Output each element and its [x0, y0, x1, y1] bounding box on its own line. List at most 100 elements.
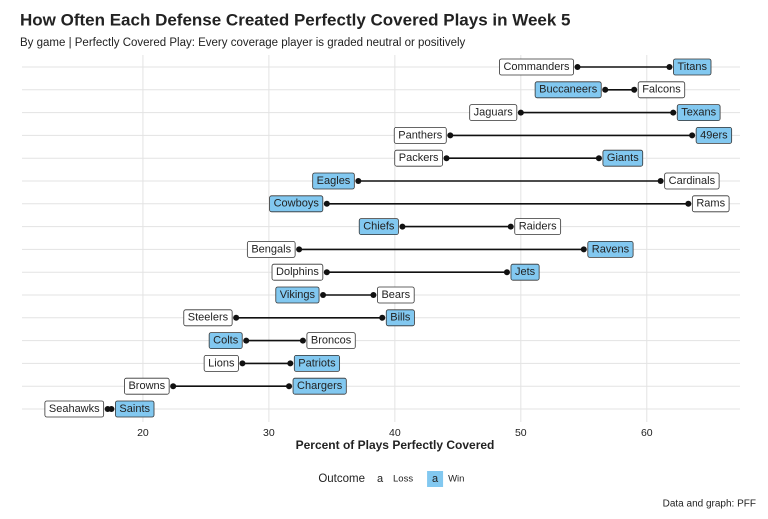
- legend-key-text: a: [377, 473, 384, 485]
- loss-label: Raiders: [519, 221, 557, 233]
- dot: [320, 292, 327, 298]
- win-label: Ravens: [592, 243, 630, 255]
- win-label: Bills: [390, 312, 411, 324]
- dot: [517, 109, 524, 116]
- x-axis-label: Percent of Plays Perfectly Covered: [296, 438, 495, 452]
- label-box: [637, 81, 686, 99]
- label-box: [676, 104, 721, 121]
- dot: [447, 132, 454, 139]
- dot: [631, 86, 638, 93]
- label-box: [393, 127, 447, 144]
- label-box: [673, 58, 712, 76]
- label-box: [183, 309, 233, 327]
- dot: [286, 383, 293, 390]
- win-label: Cowboys: [274, 198, 320, 210]
- dot: [689, 132, 696, 139]
- dot: [355, 178, 362, 184]
- win-label: Giants: [607, 152, 639, 164]
- loss-label: Cardinals: [669, 175, 716, 187]
- dot: [685, 200, 692, 207]
- caption: Data and graph: PFF: [663, 499, 756, 510]
- label-box: [271, 263, 324, 281]
- legend-key: [372, 471, 388, 487]
- x-tick-label: 60: [641, 427, 653, 439]
- dot: [670, 109, 677, 116]
- loss-label: Panthers: [398, 129, 443, 141]
- win-label: Buccaneers: [539, 84, 598, 96]
- dot: [323, 200, 330, 207]
- loss-label: Lions: [208, 357, 235, 369]
- label-box: [691, 195, 730, 213]
- loss-label: Browns: [128, 380, 165, 392]
- label-box: [208, 332, 243, 350]
- dot: [379, 314, 386, 321]
- x-tick-label: 40: [389, 427, 401, 439]
- dot: [443, 155, 450, 162]
- label-box: [377, 286, 415, 304]
- loss-label: Falcons: [642, 84, 681, 96]
- x-tick-label: 50: [515, 427, 527, 439]
- loss-label: Rams: [696, 198, 725, 210]
- label-box: [510, 263, 540, 281]
- win-label: Texans: [681, 107, 716, 119]
- label-box: [312, 172, 355, 190]
- loss-label: Dolphins: [276, 266, 319, 278]
- label-box: [292, 377, 347, 395]
- dot: [507, 223, 514, 230]
- label-box: [602, 149, 644, 167]
- x-tick-label: 30: [263, 427, 275, 439]
- win-label: Saints: [119, 403, 150, 415]
- legend-label: Loss: [393, 474, 413, 485]
- win-label: Chargers: [297, 380, 343, 392]
- loss-label: Bengals: [251, 243, 291, 255]
- label-box: [514, 218, 562, 236]
- dot: [239, 360, 246, 367]
- win-label: Chiefs: [363, 221, 395, 233]
- dot: [666, 64, 673, 70]
- dot: [287, 360, 294, 367]
- dot: [595, 155, 602, 162]
- win-label: 49ers: [700, 129, 728, 141]
- dot: [299, 337, 306, 344]
- dot: [574, 64, 581, 70]
- loss-label: Bears: [381, 289, 410, 301]
- dot: [580, 246, 587, 253]
- win-label: Titans: [677, 61, 707, 73]
- chart-subtitle: By game | Perfectly Covered Play: Every …: [20, 37, 466, 49]
- legend-key: [427, 471, 444, 487]
- dot: [370, 292, 377, 298]
- dot: [233, 314, 240, 321]
- dot: [296, 246, 303, 253]
- label-box: [664, 172, 720, 190]
- win-label: Jets: [515, 266, 536, 278]
- dot: [243, 337, 250, 344]
- loss-label: Jaguars: [474, 107, 514, 119]
- dot: [602, 86, 609, 93]
- label-box: [394, 149, 443, 167]
- label-box: [695, 127, 733, 144]
- loss-label: Seahawks: [49, 403, 100, 415]
- dot: [323, 269, 330, 276]
- loss-label: Broncos: [311, 335, 352, 347]
- win-label: Vikings: [280, 289, 316, 301]
- label-box: [115, 400, 155, 418]
- legend-title: Outcome: [318, 473, 365, 485]
- label-box: [269, 195, 324, 213]
- label-box: [587, 240, 634, 258]
- dot: [170, 383, 177, 390]
- dot: [399, 223, 406, 230]
- x-tick-label: 20: [137, 427, 149, 439]
- legend-label: Win: [448, 474, 464, 485]
- dot: [108, 406, 115, 412]
- label-box: [275, 286, 320, 304]
- dot: [657, 178, 664, 184]
- loss-label: Packers: [399, 152, 439, 164]
- label-box: [124, 377, 170, 395]
- label-box: [358, 218, 399, 236]
- chart-title: How Often Each Defense Created Perfectly…: [20, 10, 571, 29]
- label-box: [499, 58, 574, 76]
- win-label: Eagles: [317, 175, 351, 187]
- label-box: [293, 354, 341, 372]
- label-box: [306, 332, 356, 350]
